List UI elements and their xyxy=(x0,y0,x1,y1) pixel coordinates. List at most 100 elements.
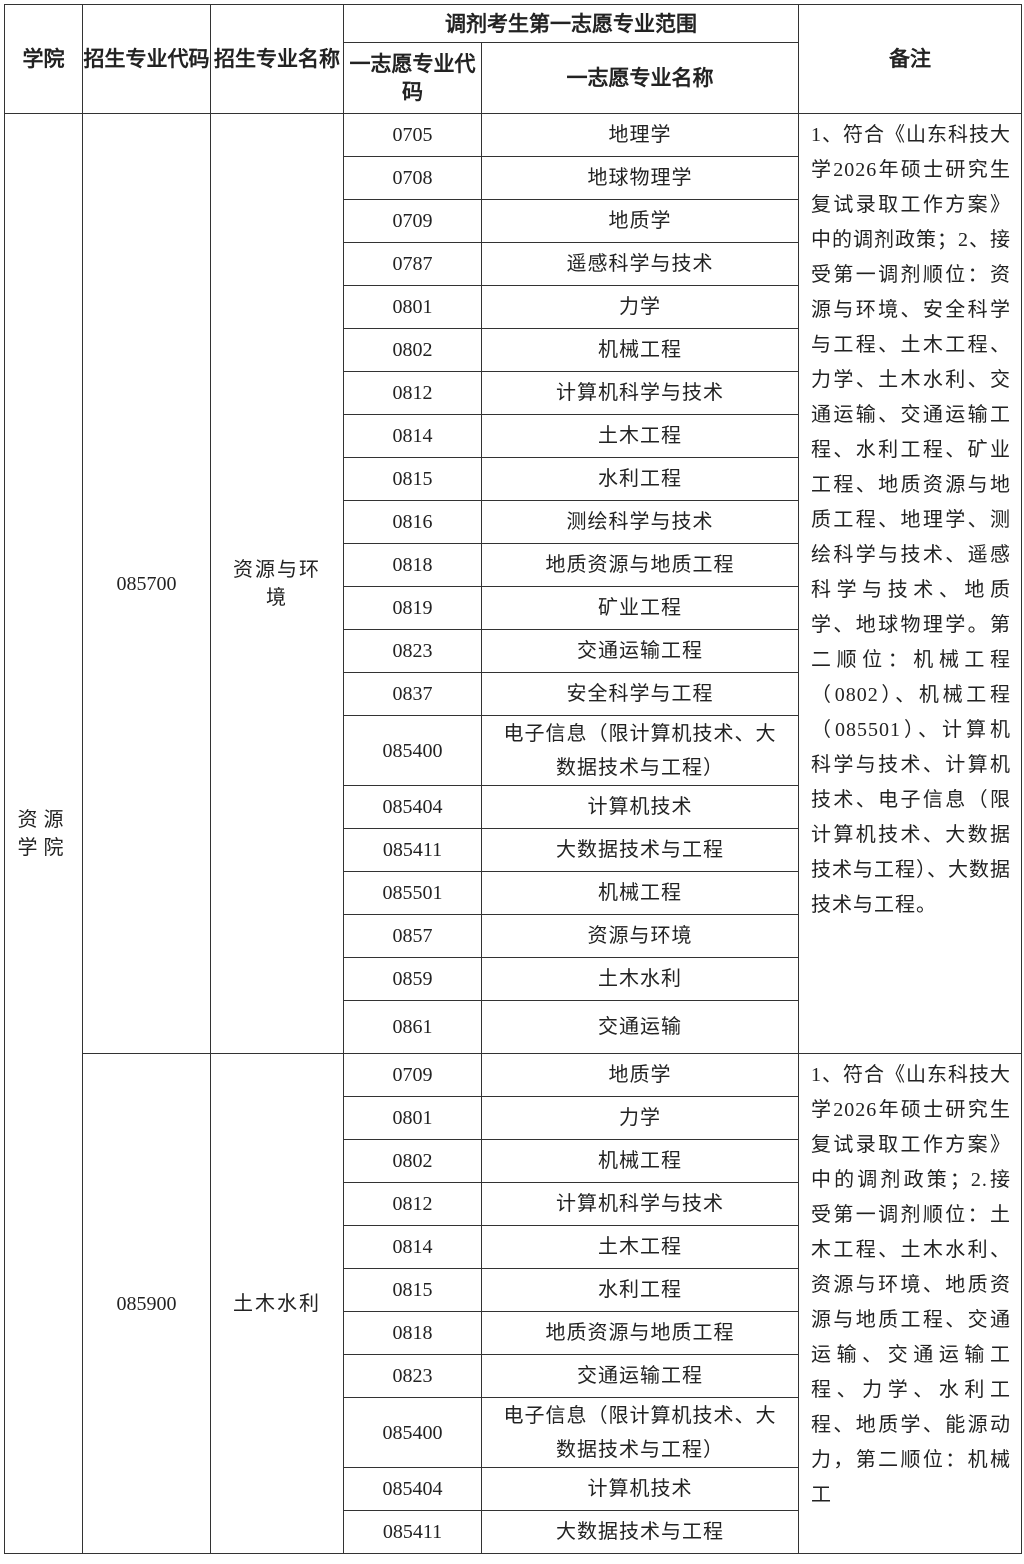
first-choice-name: 电子信息（限计算机技术、大数据技术与工程） xyxy=(481,1397,799,1468)
first-choice-name: 计算机技术 xyxy=(481,1467,799,1511)
first-choice-name: 地质资源与地质工程 xyxy=(481,1311,799,1355)
header-remarks: 备注 xyxy=(798,4,1022,114)
table-row: 085411 大数据技术与工程 xyxy=(5,1510,1022,1554)
major-code-cell: 085700 xyxy=(82,113,211,1054)
first-choice-code: 0837 xyxy=(343,672,482,716)
first-choice-code: 0823 xyxy=(343,629,482,673)
college-cell: 资源学院 xyxy=(4,113,83,1554)
first-choice-name: 计算机科学与技术 xyxy=(481,371,799,415)
first-choice-code: 0814 xyxy=(343,1225,482,1269)
table-row: 0819 矿业工程 xyxy=(5,586,1022,630)
first-choice-code: 0802 xyxy=(343,1139,482,1183)
first-choice-name: 大数据技术与工程 xyxy=(481,828,799,872)
first-choice-name: 矿业工程 xyxy=(481,586,799,630)
table-row: 0818 地质资源与地质工程 xyxy=(5,1311,1022,1355)
first-choice-name: 交通运输工程 xyxy=(481,1354,799,1398)
table-row: 0787 遥感科学与技术 xyxy=(5,242,1022,286)
first-choice-name: 地质学 xyxy=(481,1053,799,1097)
first-choice-code: 085501 xyxy=(343,871,482,915)
major-name-cell: 土木水利 xyxy=(210,1053,344,1554)
first-choice-code: 0812 xyxy=(343,371,482,415)
first-choice-code: 085404 xyxy=(343,1467,482,1511)
first-choice-name: 机械工程 xyxy=(481,871,799,915)
first-choice-code: 0857 xyxy=(343,914,482,958)
table-row: 085501 机械工程 xyxy=(5,871,1022,915)
first-choice-code: 0818 xyxy=(343,1311,482,1355)
first-choice-code: 0816 xyxy=(343,500,482,544)
first-choice-name: 机械工程 xyxy=(481,328,799,372)
first-choice-name: 安全科学与工程 xyxy=(481,672,799,716)
table-row: 085411 大数据技术与工程 xyxy=(5,828,1022,872)
table-row: 085400 电子信息（限计算机技术、大数据技术与工程） xyxy=(5,1397,1022,1468)
header-college: 学院 xyxy=(4,4,83,114)
major-name-cell: 资源与环境 xyxy=(210,113,344,1054)
first-choice-name: 力学 xyxy=(481,1096,799,1140)
table-row: 0802 机械工程 xyxy=(5,328,1022,372)
first-choice-name: 计算机技术 xyxy=(481,785,799,829)
first-choice-code: 0801 xyxy=(343,285,482,329)
header-first-name: 一志愿专业名称 xyxy=(481,42,799,114)
first-choice-name: 地质学 xyxy=(481,199,799,243)
first-choice-name: 力学 xyxy=(481,285,799,329)
first-choice-code: 0709 xyxy=(343,199,482,243)
first-choice-code: 0823 xyxy=(343,1354,482,1398)
first-choice-code: 085411 xyxy=(343,828,482,872)
first-choice-code: 0815 xyxy=(343,457,482,501)
table-row: 0815 水利工程 xyxy=(5,1268,1022,1312)
first-choice-name: 测绘科学与技术 xyxy=(481,500,799,544)
first-choice-name: 遥感科学与技术 xyxy=(481,242,799,286)
table-row: 0812 计算机科学与技术 xyxy=(5,1182,1022,1226)
first-choice-name: 土木工程 xyxy=(481,1225,799,1269)
table-row: 资源学院 085700 资源与环境 0705 地理学 1、符合《山东科技大学2026年硕士… xyxy=(4,113,1022,1554)
first-choice-code: 0814 xyxy=(343,414,482,458)
first-choice-code: 0859 xyxy=(343,957,482,1001)
first-choice-code: 0815 xyxy=(343,1268,482,1312)
first-choice-name: 资源与环境 xyxy=(481,914,799,958)
table-row: 0857 资源与环境 xyxy=(5,914,1022,958)
first-choice-name: 电子信息（限计算机技术、大数据技术与工程） xyxy=(481,715,799,786)
first-choice-name: 地理学 xyxy=(481,113,799,157)
adjustment-table: 学院 招生专业代码 招生专业名称 调剂考生第一志愿专业范围 备注 一志愿专业代码… xyxy=(4,4,1022,1554)
remarks-cell: 1、符合《山东科技大学2026年硕士研究生复试录取工作方案》中的调剂政策；2、接… xyxy=(798,113,1022,1054)
table-row: 0802 机械工程 xyxy=(5,1139,1022,1183)
first-choice-name: 大数据技术与工程 xyxy=(481,1510,799,1554)
table-row: 0709 地质学 xyxy=(5,199,1022,243)
table-row: 0815 水利工程 xyxy=(5,457,1022,501)
first-choice-name: 交通运输工程 xyxy=(481,629,799,673)
header-first-code: 一志愿专业代码 xyxy=(343,42,482,114)
table-row: 0823 交通运输工程 xyxy=(5,629,1022,673)
header-range-group: 调剂考生第一志愿专业范围 xyxy=(343,4,799,43)
header-major-code: 招生专业代码 xyxy=(82,4,211,114)
remarks-cell: 1、符合《山东科技大学2026年硕士研究生复试录取工作方案》中的调剂政策；2.接… xyxy=(798,1053,1022,1554)
first-choice-code: 0709 xyxy=(343,1053,482,1097)
table-row: 085400 电子信息（限计算机技术、大数据技术与工程） xyxy=(5,715,1022,786)
first-choice-code: 0812 xyxy=(343,1182,482,1226)
first-choice-code: 0802 xyxy=(343,328,482,372)
first-choice-name: 水利工程 xyxy=(481,457,799,501)
table-row: 0837 安全科学与工程 xyxy=(5,672,1022,716)
table-row: 0814 土木工程 xyxy=(5,1225,1022,1269)
first-choice-code: 0705 xyxy=(343,113,482,157)
table-row: 0818 地质资源与地质工程 xyxy=(5,543,1022,587)
table-row: 0801 力学 xyxy=(5,285,1022,329)
table-row: 0801 力学 xyxy=(5,1096,1022,1140)
table-row: 0814 土木工程 xyxy=(5,414,1022,458)
first-choice-code: 085400 xyxy=(343,715,482,786)
first-choice-code: 0787 xyxy=(343,242,482,286)
table-row: 085404 计算机技术 xyxy=(5,785,1022,829)
table-row: 0823 交通运输工程 xyxy=(5,1354,1022,1398)
first-choice-code: 085411 xyxy=(343,1510,482,1554)
first-choice-name: 地球物理学 xyxy=(481,156,799,200)
table-row: 0861 交通运输 xyxy=(5,1000,1022,1054)
first-choice-name: 交通运输 xyxy=(481,1000,799,1054)
major-code-cell: 085900 xyxy=(82,1053,211,1554)
first-choice-name: 土木水利 xyxy=(481,957,799,1001)
first-choice-code: 0861 xyxy=(343,1000,482,1054)
table-row: 085900 土木水利 0709 地质学 1、符合《山东科技大学2026年硕士研究生复试… xyxy=(5,1053,1022,1554)
first-choice-code: 0819 xyxy=(343,586,482,630)
header-major-name: 招生专业名称 xyxy=(210,4,344,114)
first-choice-code: 085400 xyxy=(343,1397,482,1468)
first-choice-code: 0818 xyxy=(343,543,482,587)
first-choice-name: 计算机科学与技术 xyxy=(481,1182,799,1226)
first-choice-code: 0801 xyxy=(343,1096,482,1140)
